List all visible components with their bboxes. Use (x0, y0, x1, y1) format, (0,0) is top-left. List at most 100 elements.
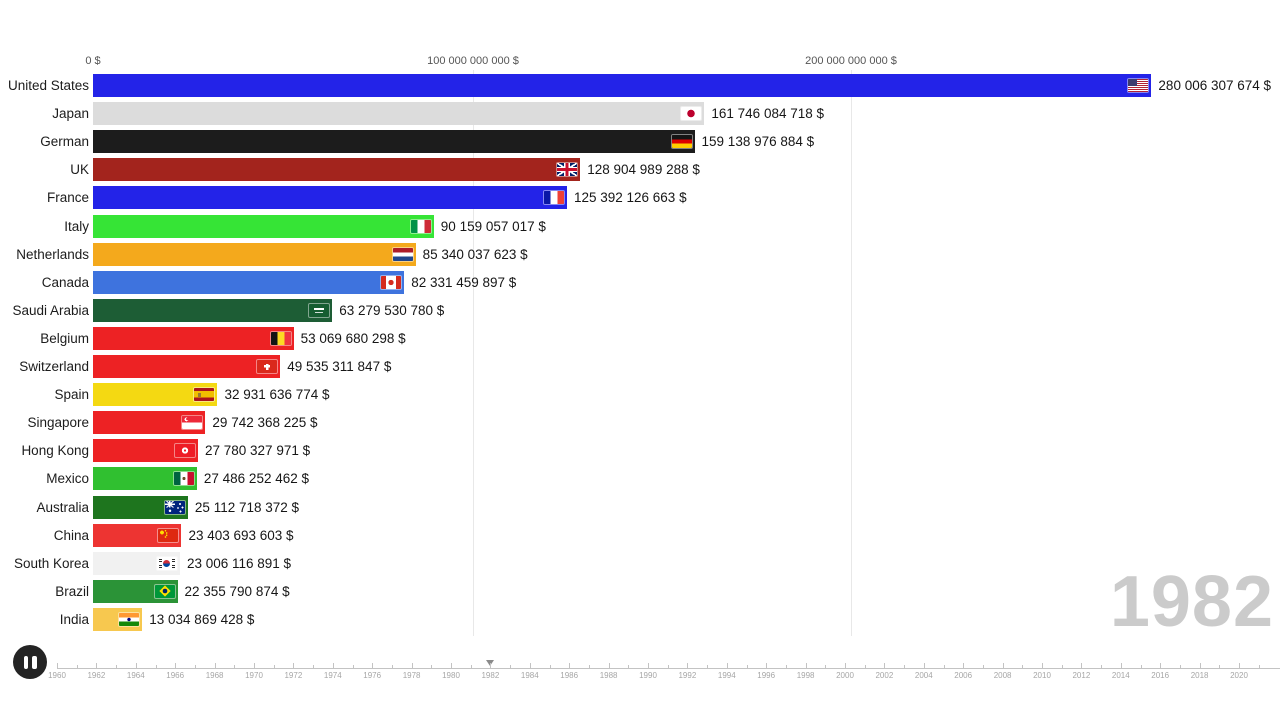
value-bar (93, 102, 705, 126)
chart-row: China 23 403 693 603 $ (0, 523, 1280, 547)
chart-row: United States 280 006 307 674 $ (0, 74, 1280, 97)
value-bar (93, 158, 581, 182)
value-label: 53 069 680 298 $ (300, 330, 406, 346)
flag-icon-ch (257, 360, 278, 373)
value-bar (93, 270, 405, 294)
value-bar (93, 523, 182, 547)
chart-row: German 159 138 976 884 $ (0, 130, 1280, 154)
chart-row: South Korea 23 006 116 891 $ (0, 551, 1280, 575)
value-bar (93, 551, 180, 575)
country-label: France (46, 190, 89, 206)
flag-icon-ca (381, 275, 402, 289)
value-label: 22 355 790 874 $ (184, 583, 290, 599)
flag-icon-au (164, 500, 185, 514)
value-bar (93, 355, 281, 378)
value-bar (93, 579, 178, 603)
value-label: 32 931 636 774 $ (224, 387, 330, 403)
value-bar (93, 130, 695, 154)
value-label: 128 904 989 288 $ (587, 162, 700, 178)
x-axis-tick-label-200b: 200 000 000 000 $ (805, 55, 897, 67)
flag-icon-br (154, 584, 175, 598)
chart-row: Saudi Arabia 63 279 530 780 $ (0, 298, 1280, 322)
flag-icon-sa (309, 303, 330, 317)
gridline-200b (851, 70, 852, 636)
chart-row: Japan 161 746 084 718 $ (0, 102, 1280, 126)
country-label: Australia (36, 499, 89, 515)
chart-row: Mexico 27 486 252 462 $ (0, 467, 1280, 491)
country-label: Brazil (55, 583, 89, 599)
flag-icon-de (671, 135, 692, 149)
country-label: Spain (54, 387, 89, 403)
country-label: United States (7, 78, 89, 93)
value-label: 90 159 057 017 $ (440, 218, 546, 234)
country-label: India (59, 611, 89, 627)
value-label: 23 006 116 891 $ (186, 555, 292, 571)
country-label: UK (70, 162, 89, 178)
country-label: Canada (41, 274, 89, 290)
flag-icon-be (270, 331, 291, 345)
chart-row: Switzerland 49 535 311 847 $ (0, 355, 1280, 378)
value-label: 159 138 976 884 $ (701, 134, 815, 150)
value-bar (93, 326, 294, 350)
pause-button[interactable] (13, 645, 47, 679)
chart-row: Brazil 22 355 790 874 $ (0, 579, 1280, 603)
flag-icon-fr (543, 191, 564, 205)
flag-icon-es (194, 388, 215, 402)
country-label: German (40, 134, 89, 150)
chart-row: UK 128 904 989 288 $ (0, 158, 1280, 182)
value-label: 25 112 718 372 $ (194, 499, 300, 515)
value-bar (93, 242, 416, 266)
flag-icon-hk (175, 444, 195, 458)
flag-icon-in (119, 612, 140, 626)
flag-icon-mx (173, 472, 194, 486)
chart-row: Hong Kong 27 780 327 971 $ (0, 439, 1280, 463)
chart-row: Singapore 29 742 368 225 $ (0, 411, 1280, 435)
flag-icon-jp (681, 107, 702, 121)
value-label: 13 034 869 428 $ (149, 611, 255, 627)
chart-row: France 125 392 126 663 $ (0, 186, 1280, 210)
country-label: Italy (64, 218, 89, 234)
chart-row: Canada 82 331 459 897 $ (0, 270, 1280, 294)
value-label: 27 486 252 462 $ (203, 471, 309, 487)
country-label: Saudi Arabia (12, 302, 89, 318)
value-bar (93, 411, 206, 435)
value-bar (93, 439, 198, 463)
country-label: Netherlands (16, 246, 89, 262)
value-label: 29 742 368 225 $ (212, 415, 318, 431)
value-bar (93, 495, 188, 519)
country-label: South Korea (13, 555, 89, 571)
chart-row: India 13 034 869 428 $ (0, 607, 1280, 631)
country-label: China (53, 527, 89, 543)
x-axis-tick-label-0: 0 $ (85, 55, 101, 67)
chart-row: Belgium 53 069 680 298 $ (0, 326, 1280, 350)
country-label: Japan (52, 106, 89, 122)
flag-icon-cn (158, 528, 179, 542)
gridline-100b (473, 70, 474, 636)
value-label: 82 331 459 897 $ (411, 274, 517, 290)
country-label: Switzerland (19, 359, 89, 374)
value-label: 23 403 693 603 $ (188, 527, 294, 543)
value-label: 85 340 037 623 $ (422, 246, 528, 262)
chart-row: Netherlands 85 340 037 623 $ (0, 242, 1280, 266)
country-label: Mexico (46, 471, 89, 487)
value-label: 27 780 327 971 $ (205, 443, 311, 459)
flag-icon-sg (182, 416, 203, 430)
flag-icon-kr (156, 556, 177, 570)
flag-icon-it (410, 219, 431, 233)
timeline-marker[interactable] (485, 660, 494, 666)
value-bar (93, 298, 333, 322)
flag-icon-uk (557, 163, 578, 177)
x-axis-tick-label-100b: 100 000 000 000 $ (427, 55, 519, 67)
chart-row: Italy 90 159 057 017 $ (0, 214, 1280, 238)
pause-icon (23, 655, 37, 669)
country-label: Hong Kong (21, 443, 89, 459)
value-bar (93, 214, 434, 238)
value-label: 161 746 084 718 $ (711, 106, 824, 122)
value-bar (93, 607, 143, 631)
flag-icon-us (1128, 79, 1149, 92)
value-label: 49 535 311 847 $ (287, 359, 392, 374)
value-bar (93, 186, 567, 210)
value-label: 280 006 307 674 $ (1158, 78, 1272, 93)
value-bar (93, 74, 1152, 97)
